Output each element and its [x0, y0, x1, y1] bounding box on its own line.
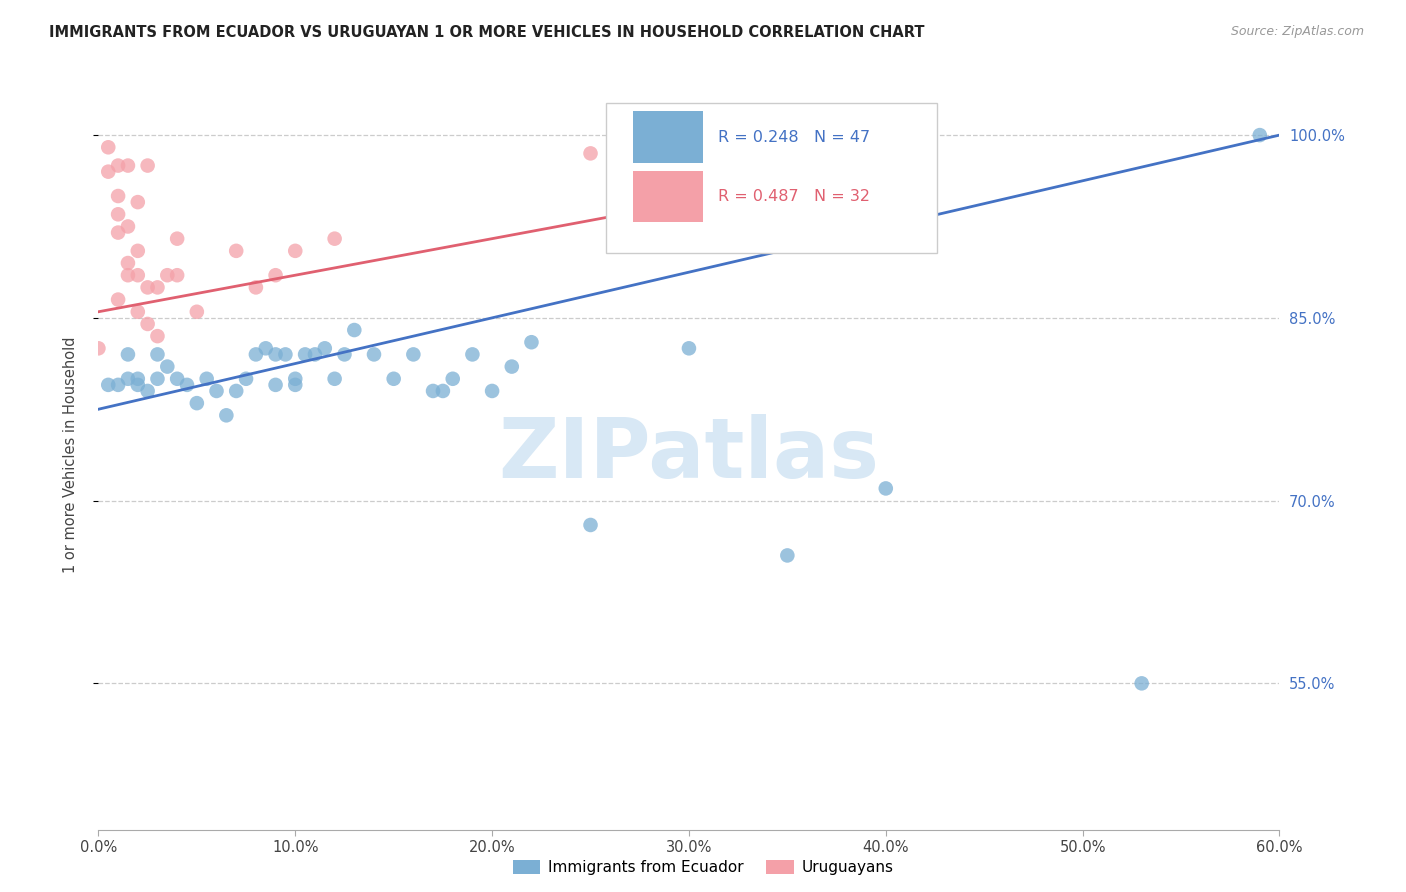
Point [186, 396, 208, 410]
Point [117, 219, 139, 234]
Point [323, 232, 346, 246]
Point [127, 195, 149, 210]
Point [225, 384, 247, 398]
Point [117, 256, 139, 270]
Point [146, 280, 169, 294]
Point [363, 347, 385, 361]
Point [97, 140, 120, 154]
FancyBboxPatch shape [606, 103, 936, 252]
Point [333, 347, 356, 361]
Text: IMMIGRANTS FROM ECUADOR VS URUGUAYAN 1 OR MORE VEHICLES IN HOUSEHOLD CORRELATION: IMMIGRANTS FROM ECUADOR VS URUGUAYAN 1 O… [49, 25, 925, 40]
Point [127, 268, 149, 283]
Point [136, 159, 159, 173]
Point [264, 347, 287, 361]
Point [274, 347, 297, 361]
Point [97, 377, 120, 392]
Point [136, 280, 159, 294]
Point [117, 268, 139, 283]
Point [127, 377, 149, 392]
Point [579, 518, 602, 533]
Point [127, 244, 149, 258]
Legend: Immigrants from Ecuador, Uruguayans: Immigrants from Ecuador, Uruguayans [506, 854, 900, 881]
Y-axis label: 1 or more Vehicles in Household: 1 or more Vehicles in Household [63, 336, 77, 574]
Point [215, 409, 238, 423]
Point [343, 323, 366, 337]
Point [432, 384, 454, 398]
Point [107, 159, 129, 173]
Point [245, 280, 267, 294]
Text: Source: ZipAtlas.com: Source: ZipAtlas.com [1230, 25, 1364, 38]
Point [314, 341, 336, 355]
Point [107, 207, 129, 221]
Point [323, 372, 346, 386]
Point [166, 232, 188, 246]
FancyBboxPatch shape [634, 170, 703, 222]
Point [422, 384, 444, 398]
Point [205, 384, 228, 398]
Point [875, 159, 897, 173]
Point [678, 341, 700, 355]
Text: ZIPatlas: ZIPatlas [499, 415, 879, 495]
Point [166, 268, 188, 283]
Point [776, 549, 799, 563]
Point [579, 146, 602, 161]
Point [284, 372, 307, 386]
Point [284, 377, 307, 392]
Point [245, 347, 267, 361]
Point [481, 384, 503, 398]
Point [156, 359, 179, 374]
Point [136, 384, 159, 398]
Point [117, 159, 139, 173]
Point [97, 164, 120, 178]
Point [284, 244, 307, 258]
Point [146, 347, 169, 361]
Point [382, 372, 405, 386]
Point [402, 347, 425, 361]
Point [117, 347, 139, 361]
Point [156, 268, 179, 283]
Point [264, 268, 287, 283]
Point [441, 372, 464, 386]
Point [875, 482, 897, 496]
Point [1130, 676, 1153, 690]
Point [166, 372, 188, 386]
Text: R = 0.487   N = 32: R = 0.487 N = 32 [718, 189, 870, 204]
Point [107, 293, 129, 307]
Point [117, 372, 139, 386]
Point [235, 372, 257, 386]
Point [461, 347, 484, 361]
Point [107, 189, 129, 203]
Point [136, 317, 159, 331]
Point [87, 341, 110, 355]
Point [127, 372, 149, 386]
Point [107, 377, 129, 392]
Point [225, 244, 247, 258]
FancyBboxPatch shape [634, 112, 703, 163]
Point [146, 372, 169, 386]
Point [195, 372, 218, 386]
Point [127, 305, 149, 319]
Point [520, 335, 543, 350]
Point [294, 347, 316, 361]
Point [107, 226, 129, 240]
Point [176, 377, 198, 392]
Point [304, 347, 326, 361]
Point [501, 359, 523, 374]
Point [146, 329, 169, 343]
Point [1249, 128, 1271, 142]
Point [264, 377, 287, 392]
Point [254, 341, 277, 355]
Text: R = 0.248   N = 47: R = 0.248 N = 47 [718, 129, 870, 145]
Point [186, 305, 208, 319]
